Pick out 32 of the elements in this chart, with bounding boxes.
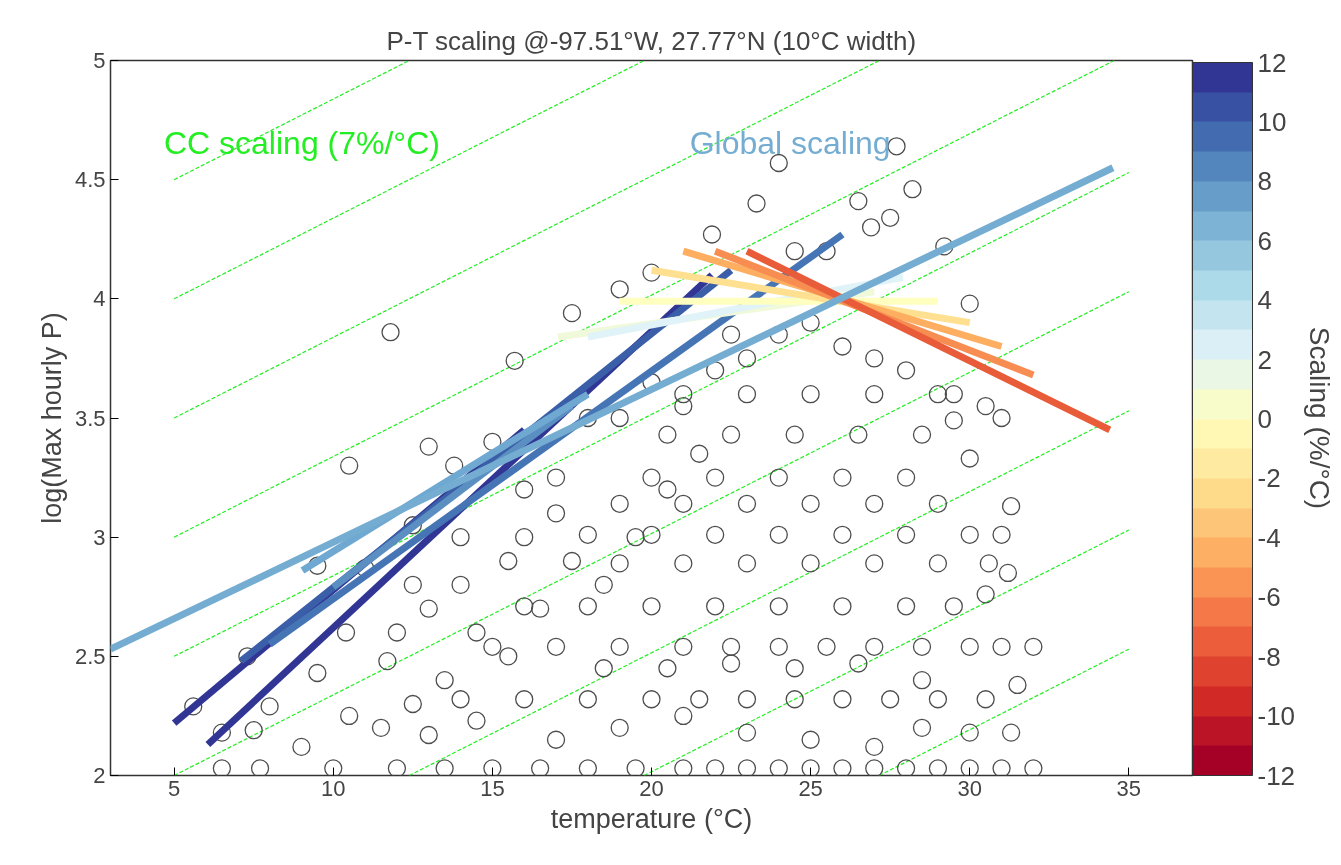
x-tick-label: 10 [321, 775, 346, 801]
x-tick-label: 15 [480, 775, 505, 801]
y-tick-label: 5 [93, 48, 106, 73]
color-bar-label: 4 [1257, 285, 1272, 316]
color-bar-label: 2 [1257, 344, 1272, 375]
y-axis-title: log(Max hourly P) [36, 312, 67, 524]
y-tick-label: 2 [93, 763, 106, 788]
y-tick-label: 3 [93, 524, 106, 550]
y-tick-label: 4.5 [74, 167, 106, 193]
color-bar-label: 8 [1257, 166, 1272, 197]
color-bar-title: Scaling (%/°C) [1303, 326, 1335, 510]
color-bar-label: 12 [1257, 47, 1287, 78]
color-bar-label: -2 [1257, 463, 1281, 494]
x-tick-label: 5 [168, 775, 181, 801]
color-bar-label: 6 [1257, 225, 1272, 256]
color-bar-label: -8 [1257, 641, 1281, 672]
chart-title: P-T scaling @-97.51°W, 27.77°N (10°C width) [386, 25, 917, 56]
x-axis-title: temperature (°C) [550, 803, 753, 834]
color-bar-label: -12 [1257, 760, 1296, 791]
x-tick-label: 35 [1116, 775, 1142, 801]
color-bar-label: 10 [1257, 106, 1287, 137]
series-label: CC scaling (7%/°C) [163, 124, 440, 161]
color-bar-label: 0 [1257, 404, 1272, 434]
color-bar-label: -10 [1257, 701, 1296, 732]
x-tick-label: 20 [639, 775, 664, 801]
x-tick-label: 25 [798, 775, 823, 801]
y-tick-label: 4 [93, 286, 106, 312]
color-bar-label: -6 [1257, 582, 1281, 613]
color-bar-label: -4 [1257, 522, 1281, 553]
y-tick-label: 2.5 [74, 643, 106, 669]
y-tick-label: 3.5 [74, 405, 106, 431]
x-tick-label: 30 [957, 775, 982, 801]
